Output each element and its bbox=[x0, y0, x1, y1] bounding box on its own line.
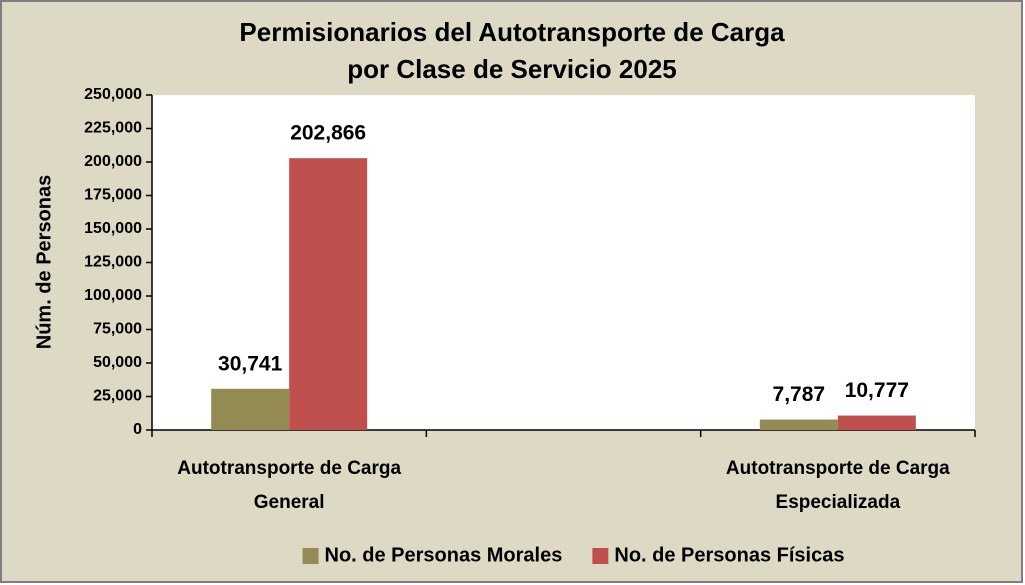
legend-swatch bbox=[302, 548, 319, 564]
bar bbox=[837, 415, 916, 430]
data-label: 10,777 bbox=[845, 379, 909, 402]
bar bbox=[759, 419, 838, 430]
y-tick-label: 25,000 bbox=[93, 388, 142, 405]
data-label: 30,741 bbox=[218, 352, 283, 375]
y-tick-label: 200,000 bbox=[84, 153, 142, 170]
y-tick-label: 250,000 bbox=[84, 86, 142, 103]
y-tick-label: 0 bbox=[133, 421, 142, 438]
y-axis-label: Núm. de Personas bbox=[33, 175, 55, 350]
y-tick-label: 100,000 bbox=[84, 287, 142, 304]
y-tick-label: 175,000 bbox=[84, 187, 142, 204]
x-tick-label: Autotransporte de Carga General bbox=[177, 458, 402, 513]
bar bbox=[211, 388, 290, 430]
chart-title: Permisionarios del Autotransporte de Car… bbox=[239, 17, 785, 84]
y-tick-label: 125,000 bbox=[84, 254, 142, 271]
data-label: 7,787 bbox=[773, 383, 826, 406]
y-tick-label: 225,000 bbox=[84, 120, 142, 137]
legend-label: No. de Personas Morales bbox=[325, 544, 563, 566]
bar bbox=[289, 158, 368, 431]
x-tick-label: Autotransporte de Carga Especializada bbox=[725, 458, 950, 513]
legend-label: No. de Personas Físicas bbox=[614, 544, 844, 566]
y-tick-label: 150,000 bbox=[84, 220, 142, 237]
y-tick-label: 50,000 bbox=[93, 354, 142, 371]
legend-swatch bbox=[592, 548, 609, 564]
y-tick-label: 75,000 bbox=[93, 321, 142, 338]
data-label: 202,866 bbox=[290, 122, 366, 145]
